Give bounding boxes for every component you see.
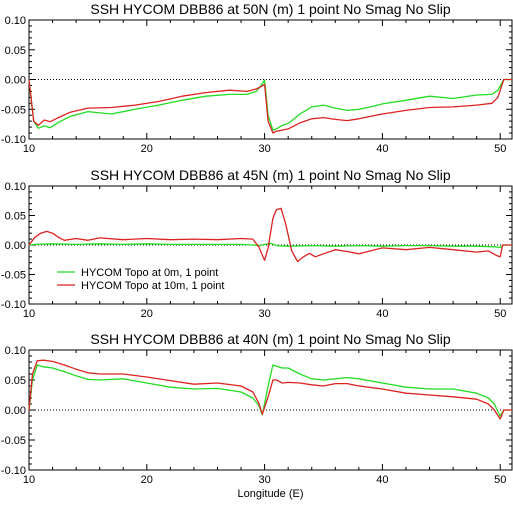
x-tick-label: 20 [141, 308, 153, 320]
x-tick-label: 30 [258, 308, 270, 320]
series-line-red [28, 359, 512, 420]
x-tick-label: 20 [141, 143, 153, 155]
x-tick-label: 40 [376, 308, 388, 320]
x-tick-label: 40 [376, 474, 388, 486]
y-tick-label: -0.05 [1, 104, 26, 116]
x-tick-label: 50 [494, 474, 506, 486]
chart-title: SSH HYCOM DBB86 at 45N (m) 1 point No Sm… [90, 167, 450, 183]
legend-entry: HYCOM Topo at 10m, 1 point [81, 280, 224, 292]
y-tick-label: 0.05 [5, 375, 26, 387]
y-tick-label: 0.05 [5, 45, 26, 57]
y-tick-label: -0.10 [1, 299, 26, 311]
y-tick-label: 0.00 [5, 75, 26, 87]
chart-panel-2: SSH HYCOM DBB86 at 45N (m) 1 point No Sm… [1, 167, 513, 320]
y-tick-label: 0.00 [5, 240, 26, 252]
chart-title: SSH HYCOM DBB86 at 50N (m) 1 point No Sm… [90, 1, 450, 17]
x-tick-label: 50 [494, 308, 506, 320]
y-tick-label: 0.10 [5, 345, 26, 357]
series-line-red [28, 207, 512, 263]
chart-panel-3: SSH HYCOM DBB86 at 40N (m) 1 point No Sm… [1, 331, 513, 500]
x-tick-label: 20 [141, 474, 153, 486]
y-tick-label: 0.10 [5, 15, 26, 27]
series-line-green [28, 78, 512, 131]
y-tick-label: -0.05 [1, 435, 26, 447]
x-tick-label: 10 [23, 143, 35, 155]
x-tick-label: 30 [258, 143, 270, 155]
x-tick-label: 10 [23, 474, 35, 486]
x-axis-label: Longitude (E) [237, 488, 303, 500]
y-tick-label: -0.10 [1, 134, 26, 146]
x-tick-label: 10 [23, 308, 35, 320]
series-line-green [28, 242, 512, 249]
y-tick-label: 0.00 [5, 405, 26, 417]
chart-panel-1: SSH HYCOM DBB86 at 50N (m) 1 point No Sm… [1, 1, 513, 155]
y-tick-label: 0.10 [5, 181, 26, 193]
series-line-green [28, 364, 512, 417]
x-tick-label: 50 [494, 143, 506, 155]
y-tick-label: 0.05 [5, 211, 26, 223]
legend-entry: HYCOM Topo at 0m, 1 point [81, 267, 218, 279]
series-line-red [28, 78, 512, 134]
y-tick-label: -0.10 [1, 465, 26, 477]
chart-title: SSH HYCOM DBB86 at 40N (m) 1 point No Sm… [90, 331, 450, 347]
x-tick-label: 30 [258, 474, 270, 486]
x-tick-label: 40 [376, 143, 388, 155]
y-tick-label: -0.05 [1, 270, 26, 282]
